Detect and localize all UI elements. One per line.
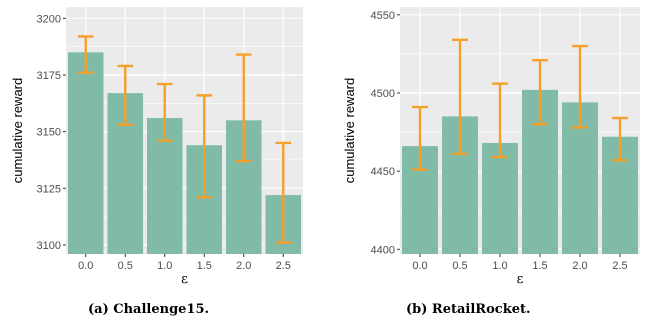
y-tick-label: 3150 — [37, 127, 61, 139]
x-tick-label: 2.5 — [276, 260, 291, 272]
caption-a: (a) Challenge15. — [88, 302, 210, 317]
y-axis-title: cumulative reward — [342, 78, 357, 184]
y-tick-label: 4400 — [371, 244, 395, 256]
plot-panel — [400, 7, 640, 254]
x-tick-label: 0.0 — [78, 260, 93, 272]
y-tick-label: 3100 — [37, 240, 61, 252]
plot-panel — [66, 7, 303, 254]
y-axis-title: cumulative reward — [10, 78, 25, 184]
y-tick-label: 4550 — [371, 10, 395, 22]
x-tick-label: 2.0 — [236, 260, 251, 272]
x-tick-label: 2.5 — [612, 260, 627, 272]
y-tick-label: 3125 — [37, 183, 61, 195]
x-tick-label: 0.5 — [118, 260, 133, 272]
bar — [482, 143, 518, 254]
x-tick-label: 1.5 — [197, 260, 212, 272]
caption-b: (b) RetailRocket. — [406, 302, 531, 317]
x-tick-label: 1.0 — [157, 260, 172, 272]
bar — [67, 52, 104, 254]
x-tick-label: 0.0 — [412, 260, 427, 272]
y-tick-label: 4500 — [371, 88, 395, 100]
y-tick-label: 4450 — [371, 166, 395, 178]
y-tick-label: 3175 — [37, 70, 61, 82]
x-tick-label: 1.5 — [532, 260, 547, 272]
x-tick-label: 1.0 — [492, 260, 507, 272]
chart-retailrocket: 4400 4450 4500 4550 0.0 0.5 1.0 1.5 2.0 2.5 ε cumul… — [342, 7, 640, 287]
x-axis-title: ε — [517, 272, 524, 287]
y-tick-label: 3200 — [37, 13, 61, 25]
x-tick-label: 2.0 — [572, 260, 587, 272]
chart-challenge15: 3100 3125 3150 3175 3200 0.0 0.5 1.0 1.5 2.0 2.5 ε c… — [10, 7, 303, 287]
x-axis-title: ε — [181, 272, 188, 287]
x-tick-label: 0.5 — [452, 260, 467, 272]
